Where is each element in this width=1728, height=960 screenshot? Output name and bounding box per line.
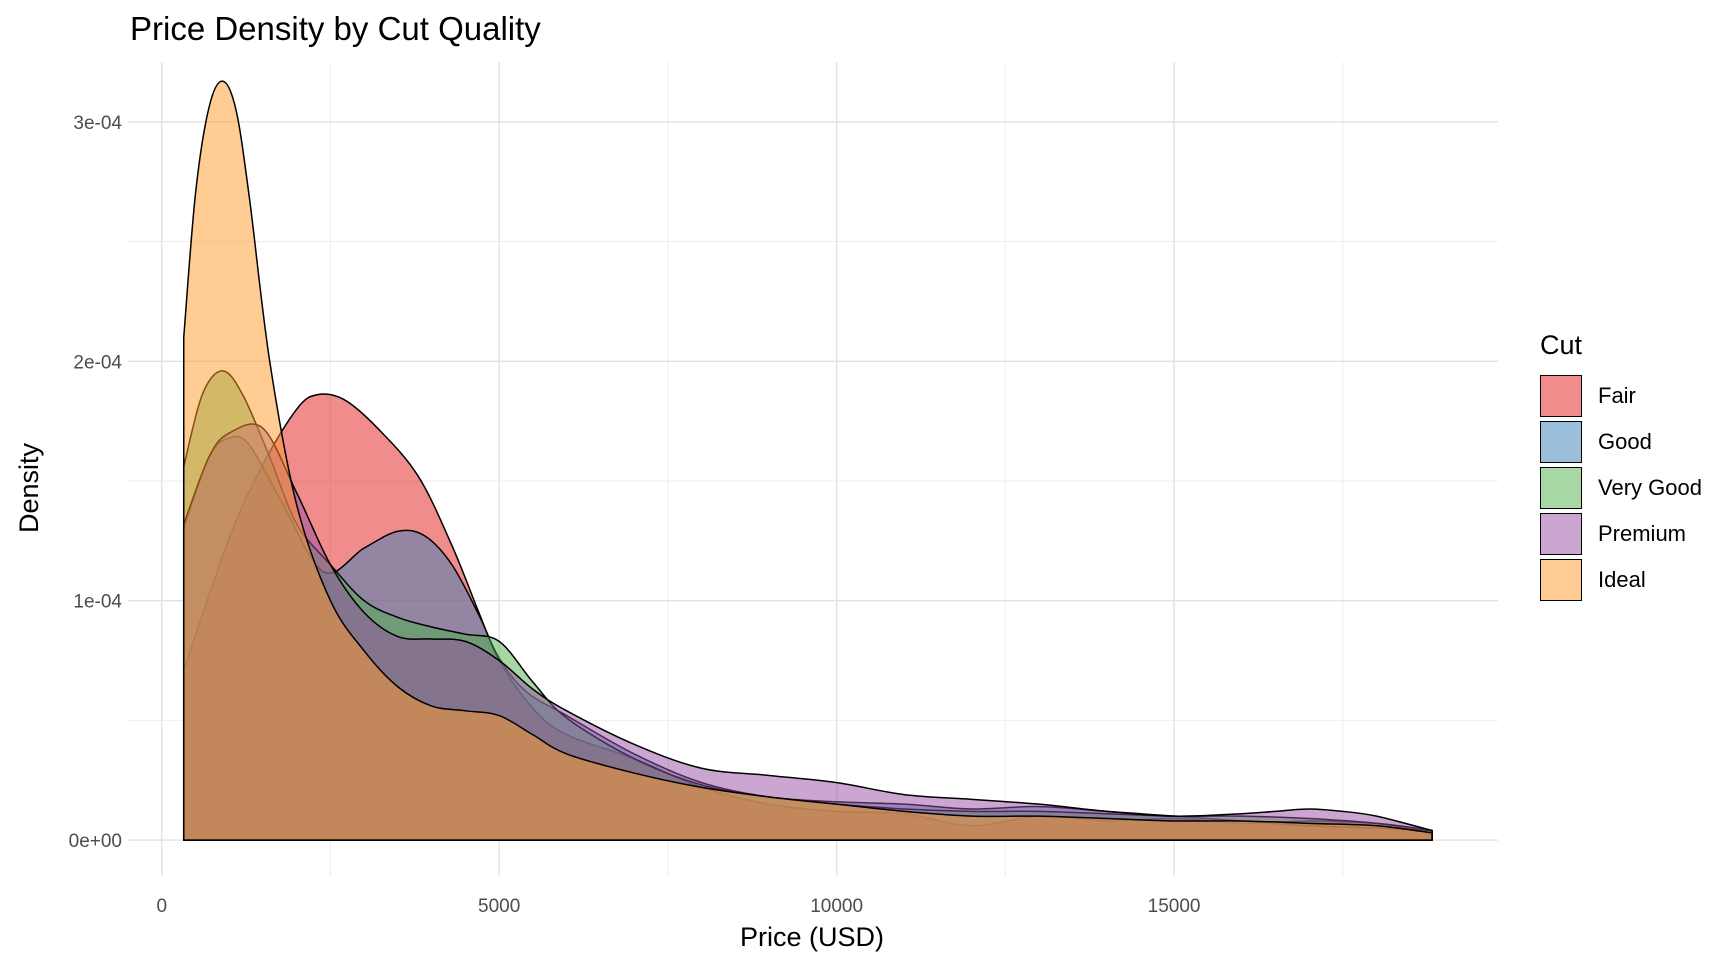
legend-item-ideal: Ideal (1540, 557, 1702, 603)
legend-swatch (1540, 559, 1582, 601)
legend-item-fair: Fair (1540, 373, 1702, 419)
x-axis-title: Price (USD) (740, 922, 884, 952)
legend-swatch (1540, 421, 1582, 463)
legend-items: Fair Good Very Good Premium Ideal (1540, 373, 1702, 603)
legend-label: Very Good (1598, 475, 1702, 500)
legend-item-good: Good (1540, 419, 1702, 465)
legend-label: Fair (1598, 383, 1636, 408)
legend-label: Ideal (1598, 567, 1646, 592)
y-tick-label: 0e+00 (69, 831, 122, 852)
x-tick-label: 15000 (1148, 896, 1201, 917)
legend-item-premium: Premium (1540, 511, 1702, 557)
grid (128, 62, 1498, 876)
legend-swatch (1540, 375, 1582, 417)
legend-label: Good (1598, 429, 1652, 454)
legend-swatch (1540, 467, 1582, 509)
y-axis-title: Density (14, 442, 44, 533)
x-tick-label: 5000 (478, 896, 520, 917)
y-tick-label: 3e-04 (73, 113, 122, 134)
axis-ticks: 0 5000 10000 15000 0e+00 1e-04 2e-04 3e-04 (69, 113, 1201, 917)
density-areas (182, 80, 1433, 841)
legend-label: Premium (1598, 521, 1687, 546)
y-tick-label: 1e-04 (73, 592, 122, 613)
legend-swatch (1540, 513, 1582, 555)
x-tick-label: 0 (156, 896, 167, 917)
legend-title: Cut (1540, 330, 1583, 360)
x-tick-label: 10000 (810, 896, 863, 917)
y-tick-label: 2e-04 (73, 352, 122, 373)
density-area-ideal (182, 80, 1433, 841)
legend: Cut Fair Good Very Good Premium Ideal (1540, 330, 1702, 603)
legend-item-very-good: Very Good (1540, 465, 1702, 511)
chart-title: Price Density by Cut Quality (130, 10, 541, 47)
